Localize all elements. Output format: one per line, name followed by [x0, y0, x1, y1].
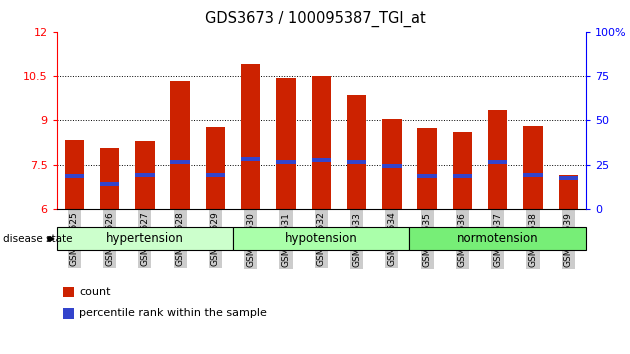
Bar: [382, 119, 401, 209]
Text: count: count: [79, 287, 111, 297]
Bar: [100, 148, 119, 209]
Text: percentile rank within the sample: percentile rank within the sample: [79, 308, 267, 318]
Bar: [382, 164, 401, 168]
Bar: [277, 78, 295, 209]
Bar: [277, 160, 295, 164]
Bar: [171, 160, 190, 164]
Bar: [65, 175, 84, 178]
Bar: [206, 127, 225, 209]
Bar: [347, 95, 366, 209]
Bar: [312, 76, 331, 209]
Text: disease state: disease state: [3, 234, 72, 244]
Bar: [233, 227, 410, 250]
Text: normotension: normotension: [457, 232, 539, 245]
Bar: [347, 160, 366, 164]
Bar: [488, 160, 507, 164]
Bar: [488, 110, 507, 209]
Bar: [453, 175, 472, 178]
Bar: [206, 173, 225, 177]
Bar: [312, 158, 331, 162]
Text: hypotension: hypotension: [285, 232, 358, 245]
Bar: [418, 175, 437, 178]
Bar: [100, 182, 119, 186]
Bar: [241, 64, 260, 209]
Bar: [524, 126, 542, 209]
Bar: [559, 176, 578, 180]
Bar: [135, 141, 154, 209]
Bar: [57, 227, 233, 250]
Bar: [241, 157, 260, 161]
Bar: [559, 175, 578, 209]
Bar: [418, 128, 437, 209]
Bar: [171, 81, 190, 209]
Text: hypertension: hypertension: [106, 232, 184, 245]
Bar: [453, 132, 472, 209]
Bar: [65, 139, 84, 209]
Bar: [135, 173, 154, 177]
Text: GDS3673 / 100095387_TGI_at: GDS3673 / 100095387_TGI_at: [205, 11, 425, 27]
Bar: [410, 227, 586, 250]
Bar: [524, 173, 542, 177]
